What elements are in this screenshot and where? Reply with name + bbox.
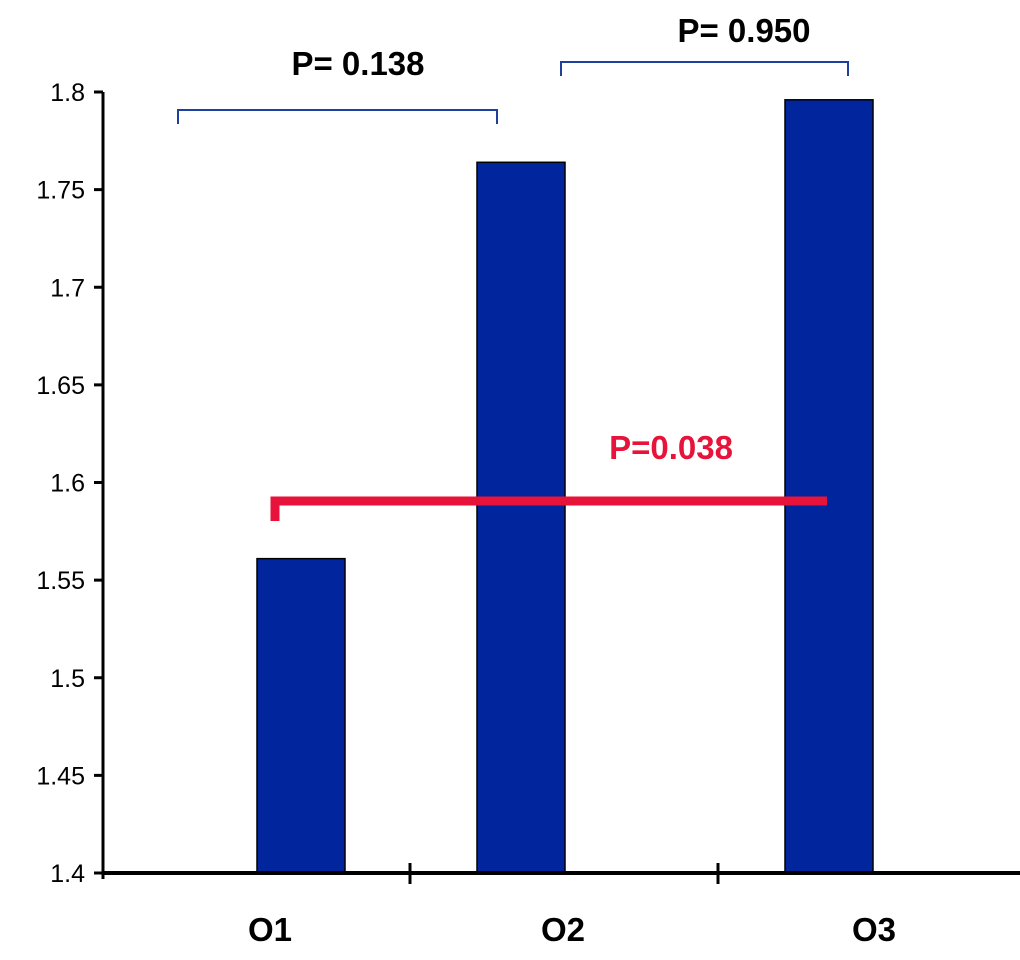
annotation-p-o1-o2: P= 0.138	[291, 45, 424, 82]
y-tick-label: 1.5	[50, 665, 85, 693]
y-tick-label: 1.65	[36, 372, 85, 400]
x-category-label: O2	[541, 911, 585, 948]
annotation-p-o1-o3: P=0.038	[609, 429, 733, 466]
significance-annotations: P= 0.138 P= 0.950 P=0.038	[177, 12, 849, 521]
y-tick-label: 1.4	[50, 860, 85, 888]
x-category-label: O1	[248, 911, 292, 948]
y-axis: 1.4 1.45 1.5 1.55 1.6 1.65 1.7 1.75 1.8	[36, 79, 105, 888]
annotation-p-o2-o3: P= 0.950	[677, 12, 810, 49]
y-tick-label: 1.45	[36, 762, 85, 790]
y-tick-label: 1.8	[50, 79, 85, 107]
x-category-label: O3	[852, 911, 896, 948]
y-tick-label: 1.7	[50, 274, 85, 302]
x-axis: O1 O2 O3	[103, 863, 1020, 948]
bar-o2	[476, 161, 566, 874]
y-tick-label: 1.75	[36, 177, 85, 205]
bracket-o2-o3	[560, 61, 849, 76]
bracket-o1-o2	[177, 109, 498, 124]
bracket-o1-o3	[270, 496, 827, 521]
bar-o3	[784, 99, 874, 874]
bar-o1	[256, 557, 346, 874]
y-tick-label: 1.6	[50, 470, 85, 498]
bars	[256, 99, 874, 874]
y-tick-label: 1.55	[36, 567, 85, 595]
